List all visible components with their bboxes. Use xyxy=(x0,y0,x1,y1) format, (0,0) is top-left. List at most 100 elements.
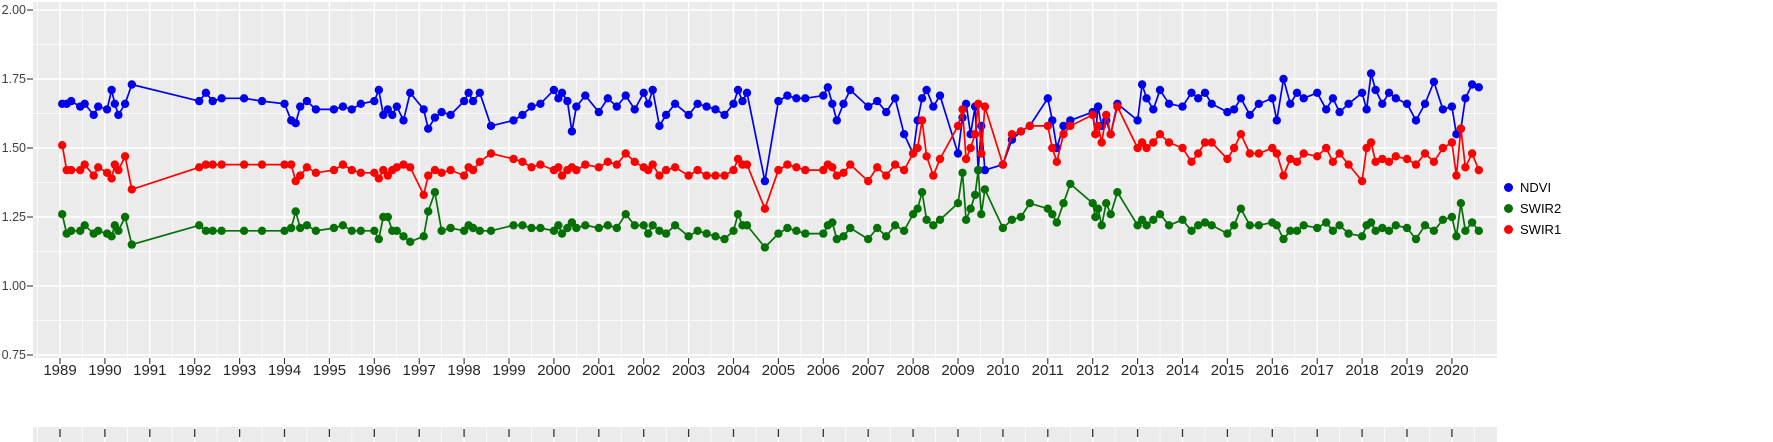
data-point xyxy=(612,160,621,169)
data-point xyxy=(966,143,975,153)
data-point xyxy=(239,226,249,235)
data-point xyxy=(1391,94,1401,103)
data-point xyxy=(572,223,581,233)
data-point xyxy=(1411,234,1421,244)
data-point xyxy=(890,160,900,169)
data-point xyxy=(1106,130,1115,139)
data-point xyxy=(873,223,882,233)
data-point xyxy=(1279,74,1288,84)
data-point xyxy=(864,234,873,244)
data-point xyxy=(1133,116,1142,125)
data-point xyxy=(557,229,567,238)
data-point xyxy=(311,226,321,235)
data-point xyxy=(399,232,408,241)
data-point xyxy=(1335,107,1344,117)
data-point xyxy=(468,223,478,233)
data-point xyxy=(1223,154,1232,164)
axis-ticks xyxy=(27,9,1453,364)
data-point xyxy=(1113,188,1122,197)
y-tick-label: 1.50 xyxy=(2,141,26,155)
data-point xyxy=(922,152,931,161)
data-point xyxy=(1149,105,1158,114)
data-point xyxy=(437,107,446,117)
data-point xyxy=(1137,80,1147,89)
data-point xyxy=(554,163,563,172)
data-point xyxy=(195,221,204,230)
data-point xyxy=(374,174,383,183)
data-point xyxy=(120,212,130,222)
data-point xyxy=(661,110,671,120)
y-tick-label: 2.00 xyxy=(2,3,26,17)
data-point xyxy=(1245,110,1255,120)
x-tick-label: 2009 xyxy=(941,362,974,379)
legend-label-ndvi: NDVI xyxy=(1520,180,1552,195)
data-point xyxy=(280,99,289,109)
data-point xyxy=(1254,99,1264,109)
data-point xyxy=(374,85,383,95)
data-point xyxy=(644,99,653,109)
data-point xyxy=(864,176,873,186)
data-point xyxy=(1097,221,1106,230)
data-point xyxy=(801,94,810,103)
data-point xyxy=(208,226,217,235)
data-point xyxy=(419,232,428,241)
data-point xyxy=(977,210,986,219)
data-point xyxy=(1474,226,1484,235)
data-point xyxy=(702,171,711,180)
data-point xyxy=(961,154,971,164)
x-tick-label: 1992 xyxy=(178,362,211,379)
data-point xyxy=(1155,210,1165,219)
data-point xyxy=(970,190,980,200)
data-point xyxy=(486,149,496,158)
data-point xyxy=(977,149,986,158)
data-point xyxy=(1391,221,1401,230)
data-point xyxy=(655,226,664,235)
data-point xyxy=(693,99,702,109)
data-point xyxy=(953,121,963,131)
x-tick-label: 1993 xyxy=(223,362,256,379)
data-point xyxy=(828,163,837,172)
data-point xyxy=(1155,130,1165,139)
data-point xyxy=(819,229,828,238)
data-point xyxy=(329,165,339,175)
data-point xyxy=(1142,94,1151,103)
data-point xyxy=(1357,176,1367,186)
data-point xyxy=(792,163,801,172)
data-point xyxy=(1254,221,1264,230)
legend-key-dot-swir2 xyxy=(1504,204,1513,213)
data-point xyxy=(1429,157,1439,166)
data-point xyxy=(527,163,536,172)
data-point xyxy=(783,223,792,233)
data-point xyxy=(783,160,792,169)
data-point xyxy=(1438,143,1448,153)
data-point xyxy=(280,160,289,169)
data-point xyxy=(917,188,927,197)
x-tick-label: 1997 xyxy=(403,362,436,379)
data-point xyxy=(1097,138,1106,147)
data-point xyxy=(1093,204,1103,213)
data-point xyxy=(1286,226,1295,235)
x-tick-label: 1990 xyxy=(88,362,121,379)
data-point xyxy=(922,215,931,224)
data-point xyxy=(1328,157,1338,166)
data-point xyxy=(702,229,711,238)
data-point xyxy=(338,221,348,230)
data-point xyxy=(406,237,415,246)
data-point xyxy=(1048,210,1057,219)
data-point xyxy=(347,226,356,235)
data-point xyxy=(917,94,927,103)
data-point xyxy=(1378,223,1387,233)
data-point xyxy=(217,226,226,235)
data-point xyxy=(1366,69,1376,78)
data-point xyxy=(572,165,581,175)
data-point xyxy=(1093,102,1103,111)
data-point xyxy=(711,232,720,241)
legend: NDVI SWIR2 SWIR1 xyxy=(1504,181,1561,236)
x-tick-label: 2010 xyxy=(986,362,1019,379)
data-point xyxy=(922,85,931,95)
data-point xyxy=(1292,226,1302,235)
x-tick-label: 1994 xyxy=(268,362,301,379)
data-point xyxy=(1229,143,1239,153)
data-point xyxy=(1187,226,1196,235)
